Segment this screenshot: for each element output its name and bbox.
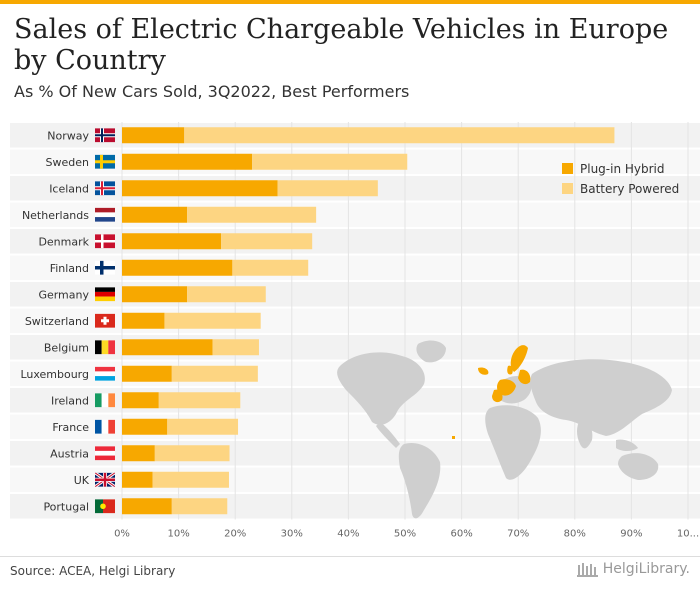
bar-battery-powered xyxy=(187,206,317,223)
bar-plugin-hybrid xyxy=(122,365,172,382)
footer-divider xyxy=(0,556,700,557)
bar-plugin-hybrid xyxy=(122,498,172,515)
x-tick-label: 70% xyxy=(507,529,529,540)
bar-plugin-hybrid xyxy=(122,259,233,276)
bar-plugin-hybrid xyxy=(122,312,165,329)
bar-plugin-hybrid xyxy=(122,418,168,435)
flag-germany-icon xyxy=(95,287,115,302)
flag-norway-icon xyxy=(95,128,115,143)
bar-plugin-hybrid xyxy=(122,233,222,250)
bar-battery-powered xyxy=(277,180,378,197)
flag-ireland-icon xyxy=(95,393,115,408)
flag-france-icon xyxy=(95,419,115,434)
legend-label-battery: Battery Powered xyxy=(580,182,679,196)
flag-finland-icon xyxy=(95,260,115,275)
category-label: Germany xyxy=(38,288,89,301)
category-label: UK xyxy=(74,474,90,487)
bar-battery-powered xyxy=(171,365,258,382)
category-label: Portugal xyxy=(43,500,89,513)
category-label: Sweden xyxy=(46,156,89,169)
brand-text: HelgiLibrary. xyxy=(602,561,690,577)
category-label: Iceland xyxy=(49,182,89,195)
bars xyxy=(122,127,615,515)
category-label: Ireland xyxy=(51,394,89,407)
category-label: Norway xyxy=(47,129,89,142)
chart-subtitle: As % Of New Cars Sold, 3Q2022, Best Perf… xyxy=(14,82,410,101)
source-note: Source: ACEA, Helgi Library xyxy=(10,564,176,578)
x-tick-label: 80% xyxy=(564,529,586,540)
x-axis-ticks: 0% 10% 20% 30% 40% 50% 60% 70% 80% 90% 10... xyxy=(114,529,699,540)
legend-swatch-plugin xyxy=(562,163,573,174)
category-label: France xyxy=(52,421,89,434)
bar-plugin-hybrid xyxy=(122,392,159,409)
bar-battery-powered xyxy=(184,127,615,144)
bar-battery-powered xyxy=(158,392,241,409)
flag-denmark-icon xyxy=(95,234,115,249)
x-tick-label: 20% xyxy=(224,529,246,540)
category-label: Netherlands xyxy=(22,209,89,222)
category-label: Luxembourg xyxy=(20,368,89,381)
bar-battery-powered xyxy=(221,233,313,250)
bar-battery-powered xyxy=(167,418,239,435)
bar-plugin-hybrid xyxy=(122,445,155,462)
category-label: Austria xyxy=(50,447,89,460)
bar-battery-powered xyxy=(212,339,259,356)
x-tick-label: 0% xyxy=(114,529,130,540)
top-accent-bar xyxy=(0,0,700,4)
legend: Plug-in Hybrid Battery Powered xyxy=(562,162,679,196)
bar-battery-powered xyxy=(154,445,230,462)
bar-battery-powered xyxy=(164,312,261,329)
flag-luxembourg-icon xyxy=(95,366,115,381)
flag-switzerland-icon xyxy=(95,313,115,328)
bar-plugin-hybrid xyxy=(122,127,185,144)
legend-swatch-battery xyxy=(562,183,573,194)
bar-battery-powered xyxy=(232,259,309,276)
category-label: Denmark xyxy=(38,235,89,248)
legend-label-plugin: Plug-in Hybrid xyxy=(580,162,665,176)
bar-plugin-hybrid xyxy=(122,206,188,223)
category-label: Switzerland xyxy=(25,315,89,328)
bar-battery-powered xyxy=(152,471,229,488)
chart-area: Norway Sweden Iceland Netherlands Denmark Fin… xyxy=(10,122,700,540)
bar-plugin-hybrid xyxy=(122,471,153,488)
bar-plugin-hybrid xyxy=(122,339,213,356)
flag-portugal-icon xyxy=(95,499,115,514)
flag-sweden-icon xyxy=(95,154,115,169)
category-labels: Norway Sweden Iceland Netherlands Denmark Fin… xyxy=(20,129,89,513)
x-tick-label: 10% xyxy=(167,529,189,540)
bar-battery-powered xyxy=(187,286,266,303)
x-tick-label: 60% xyxy=(450,529,472,540)
category-label: Belgium xyxy=(44,341,89,354)
bar-plugin-hybrid xyxy=(122,286,188,303)
bar-plugin-hybrid xyxy=(122,180,278,197)
x-tick-label: 50% xyxy=(394,529,416,540)
x-tick-label: 30% xyxy=(281,529,303,540)
brand-logo: HelgiLibrary. xyxy=(576,561,690,577)
world-map-background xyxy=(337,340,672,519)
country-flags xyxy=(95,128,115,514)
flag-netherlands-icon xyxy=(95,207,115,222)
bar-battery-powered xyxy=(171,498,228,515)
category-label: Finland xyxy=(50,262,89,275)
chart-title: Sales of Electric Chargeable Vehicles in… xyxy=(14,14,669,76)
flag-iceland-icon xyxy=(95,181,115,196)
bar-plugin-hybrid xyxy=(122,153,253,170)
flag-austria-icon xyxy=(95,446,115,461)
x-tick-label: 90% xyxy=(620,529,642,540)
flag-uk-icon xyxy=(95,472,115,487)
library-icon xyxy=(576,563,598,577)
x-tick-label: 10... xyxy=(677,529,699,540)
bar-battery-powered xyxy=(252,153,408,170)
x-tick-label: 40% xyxy=(337,529,359,540)
flag-belgium-icon xyxy=(95,340,115,355)
